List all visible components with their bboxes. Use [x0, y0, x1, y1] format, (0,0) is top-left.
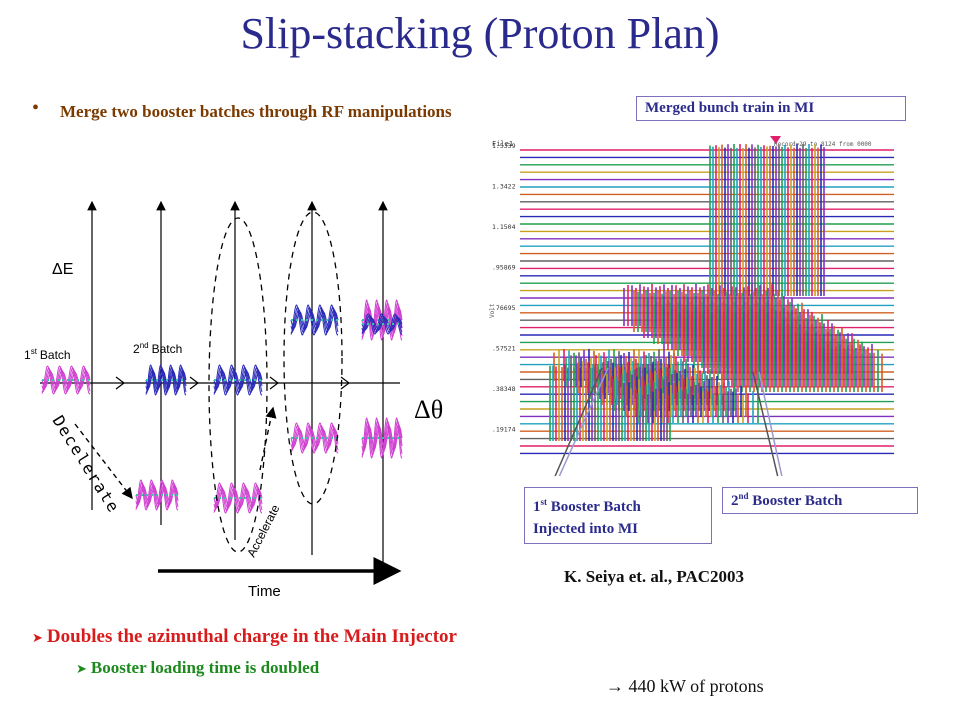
bunch-outline [213, 482, 263, 514]
bunch-outline [145, 364, 187, 396]
second-batch-pointer-b [758, 371, 783, 476]
bunch-outline [361, 314, 403, 334]
second-batch-label: 2nd Batch [133, 341, 182, 356]
plot-y-label: .57521 [492, 345, 516, 353]
merge-ellipse-2 [283, 211, 343, 505]
callout-first-line2: Injected into MI [533, 521, 638, 537]
phase-axis-arrow [340, 376, 350, 390]
bunch-groups [41, 299, 403, 514]
callout-pointers [554, 136, 783, 476]
callout-second-rest: Booster Batch [752, 493, 843, 509]
bunch-outline [41, 367, 91, 393]
mountain-range-plot: File1 Record=29 to 8124 from 0000 1.5339… [484, 136, 904, 476]
plot-y-label: .19174 [492, 426, 516, 434]
plot-y-label: 1.3422 [492, 183, 516, 191]
bunch-outline [361, 313, 403, 335]
first-batch-pointer-b [558, 367, 609, 476]
plot-y-label: .38348 [492, 385, 516, 393]
plot-y-label: 1.1504 [492, 223, 516, 231]
merged-pointer-head [770, 136, 781, 144]
bunch-outline [145, 366, 187, 394]
bunch-outline [361, 417, 403, 459]
bunch-outline [135, 479, 179, 511]
delta-e-label: ΔE [52, 261, 73, 278]
first-batch-pointer-a [554, 367, 603, 476]
bunch-outline [361, 316, 403, 332]
callout-second-ordinal: 2 [731, 493, 739, 509]
callout-merged-bunch: Merged bunch train in MI [636, 96, 906, 121]
arrow-bullet-icon: ➤ [76, 662, 87, 677]
phase-axis-arrow [189, 376, 199, 390]
bullet-marker: • [32, 97, 40, 119]
bunch-outline [290, 422, 339, 454]
first-batch-label: 1st Batch [24, 347, 71, 362]
main-point-text: Doubles the azimuthal charge in the Main… [46, 626, 457, 647]
main-point: ➤ Doubles the azimuthal charge in the Mai… [32, 626, 457, 648]
plot-y-label: 1.5339 [492, 142, 516, 150]
bunch-signals [549, 144, 883, 441]
decelerate-label: Decelerate [49, 412, 124, 516]
slip-stacking-diagram: ΔE Δθ 1st Batch 2nd Batch Decelerate Accel… [24, 200, 443, 600]
power-point: → 440 kW of protons [606, 676, 764, 696]
slide-title: Slip-stacking (Proton Plan) [240, 9, 720, 58]
callout-second-suffix: nd [738, 491, 749, 501]
second-batch-pointer-a [752, 371, 779, 476]
callout-first-suffix: st [540, 497, 548, 507]
bunch-outline [135, 481, 179, 509]
bunch-outline [41, 365, 91, 395]
phase-axis-arrow [269, 376, 279, 390]
bullet-text: Merge two booster batches through RF man… [60, 102, 452, 121]
bunch-outline [213, 364, 263, 396]
bunch-outline [290, 306, 339, 334]
sub-point: ➤ Booster loading time is doubled [76, 658, 319, 678]
citation: K. Seiya et. al., PAC2003 [564, 567, 745, 586]
arrow-bullet-icon: ➤ [32, 631, 43, 646]
bunch-outline [290, 304, 339, 336]
callout-second-booster-batch: 2nd Booster Batch [722, 487, 918, 514]
delta-theta-label: Δθ [414, 395, 443, 424]
bunch-outline [361, 420, 403, 456]
accelerate-arrow [259, 406, 277, 471]
plot-y-label: .95869 [492, 264, 516, 272]
bunch-outline [213, 484, 263, 512]
callout-first-rest: Booster Batch [550, 499, 641, 515]
sub-point-text: Booster loading time is doubled [90, 658, 320, 677]
plot-y-labels: 1.5339 1.3422 1.1504 .95869 .76695 .5752… [492, 142, 516, 434]
trace-lines [520, 149, 894, 455]
plot-header-right: Record=29 to 8124 from 0000 [774, 141, 872, 148]
merge-ellipse-1 [208, 217, 268, 553]
accelerate-label: Accelerate [244, 502, 282, 559]
callout-first-booster-batch: 1st Booster Batch Injected into MI [524, 487, 712, 544]
time-label: Time [248, 583, 281, 600]
bunch-outline [290, 424, 339, 452]
bunch-outline [213, 366, 263, 394]
phase-axis-arrow [115, 376, 125, 390]
callout-first-ordinal: 1 [533, 499, 541, 515]
plot-axis-label: Volt [489, 303, 496, 318]
bunch-outline [361, 302, 403, 338]
decelerate-arrow [74, 423, 133, 500]
plot-y-label: .76695 [492, 304, 516, 312]
plot-header-left: File1 [492, 140, 513, 148]
